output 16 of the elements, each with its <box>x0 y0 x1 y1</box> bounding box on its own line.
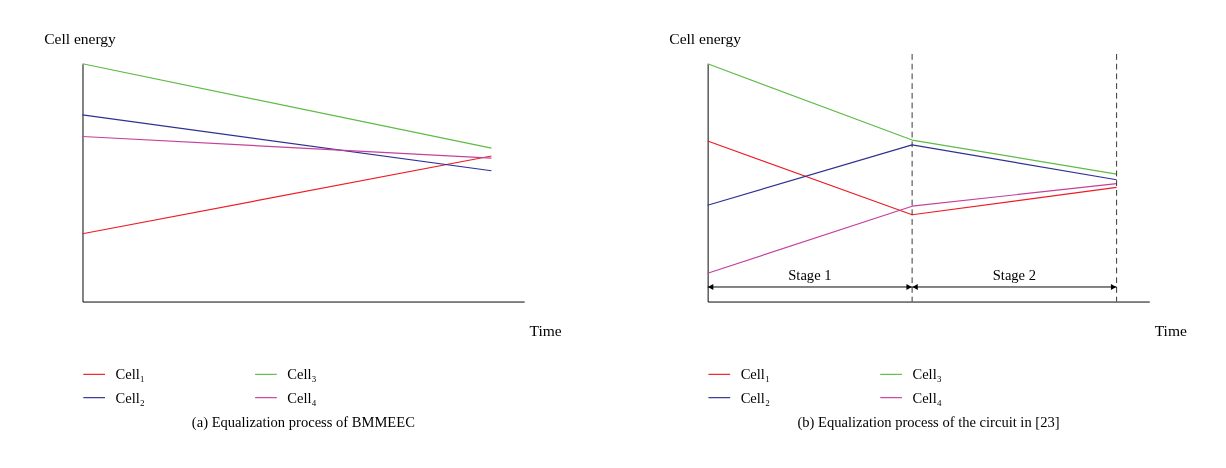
text: (a) Equalization process of BMMEEC <box>191 413 415 431</box>
legend-label: Cell₄ <box>912 389 942 406</box>
legend-label: Cell₃ <box>912 366 942 383</box>
annotation: Stage 2 <box>992 267 1036 284</box>
legend-label: Cell₃ <box>287 366 317 383</box>
legend-label: Cell₂ <box>740 389 770 406</box>
y-axis-title: Cell energy <box>669 29 742 47</box>
legend-label: Cell₁ <box>115 366 145 383</box>
y-axis-title: Cell energy <box>44 29 117 47</box>
annotation: Stage 1 <box>788 267 832 284</box>
legend-label: Cell₁ <box>740 366 770 383</box>
legend-label: Cell₄ <box>287 389 317 406</box>
x-axis-title: Time <box>529 322 562 340</box>
legend-label: Cell₂ <box>115 389 145 406</box>
x-axis-title: Time <box>1154 322 1187 340</box>
text: (b) Equalization process of the circuit in [23] <box>797 413 1060 431</box>
